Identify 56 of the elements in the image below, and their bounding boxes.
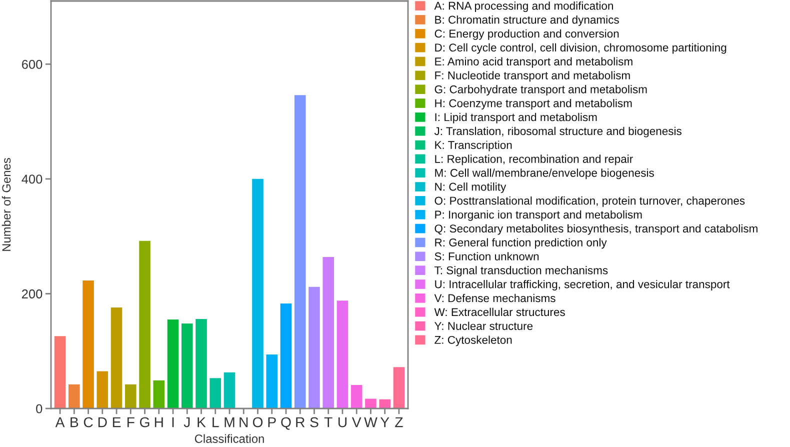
x-tick-label: M [224,417,234,428]
x-tick-label: C [84,417,93,428]
x-tick-label: D [98,417,107,428]
x-tick-label: Z [395,417,403,428]
x-tick-label: R [296,417,305,428]
x-tick-label: E [112,417,121,428]
legend-label: Q: Secondary metabolites biosynthesis, transport and catabolism [434,224,758,235]
legend-label: A: RNA processing and modification [434,2,613,12]
legend-label: U: Intracellular trafficking, secretion, and vesicular transport [435,280,730,290]
legend-label: G: Carbohydrate transport and metabolism [434,85,647,96]
legend-label: Y: Nuclear structure [434,322,533,330]
y-tick-label: 200 [22,289,42,298]
x-tick-label: V [352,417,362,428]
y-tick-label: 400 [22,174,42,184]
x-tick-label: Y [380,417,390,428]
x-tick-label: J [184,417,190,428]
legend-label: K: Transcription [435,140,512,152]
x-tick-label: I [172,417,174,428]
legend-label: V: Defense mechanisms [434,294,556,302]
legend-label: F: Nucleotide transport and metabolism [435,71,630,82]
legend-label: R: General function prediction only [435,238,607,249]
legend-label: P: Inorganic ion transport and metabolism [435,210,642,221]
x-tick-label: T [324,417,332,428]
legend-label: E: Amino acid transport and metabolism [435,57,632,68]
x-tick-label: W [364,417,378,428]
x-tick-label: S [310,417,318,428]
legend-label: S: Function unknown [434,252,539,260]
x-tick-label: K [198,417,206,428]
x-tick-label: Q [281,417,291,430]
x-tick-label: O [252,417,263,428]
legend-label: M: Cell wall/membrane/envelope biogenesis [435,168,654,180]
x-tick-label: G [140,417,150,428]
x-tick-label: F [127,417,134,428]
y-axis-title: Number of Genes [2,158,11,251]
x-tick-label: H [154,417,163,428]
legend-label: L: Replication, recombination and repair [435,154,633,166]
legend-label: Z: Cytoskeleton [434,336,512,346]
legend-label: I: Lipid transport and metabolism [435,112,597,124]
legend-label: T: Signal transduction mechanisms [434,266,608,277]
x-tick-label: N [240,417,248,428]
y-tick-label: 600 [22,60,42,69]
x-tick-label: B [70,417,78,428]
legend-label: H: Coenzyme transport and metabolism [435,98,632,110]
legend-label: D: Cell cycle control, cell division, chromosome partitioning [435,43,726,54]
x-axis-title: Classification [194,434,264,443]
x-tick-label: U [338,417,346,428]
legend-label: O: Posttranslational modification, protein turnover, chaperones [434,196,745,207]
x-tick-label: P [268,417,276,428]
legend-label: C: Energy production and conversion [434,29,619,40]
legend-label: J: Translation, ribosomal structure and biogenesis [434,126,682,138]
x-tick-label: A [55,417,65,428]
legend-label: B: Chromatin structure and dynamics [435,15,619,26]
y-tick-label: 0 [36,404,42,414]
legend-label: W: Extracellular structures [434,308,565,316]
legend-label: N: Cell motility [435,182,506,193]
x-tick-label: L [212,417,219,428]
